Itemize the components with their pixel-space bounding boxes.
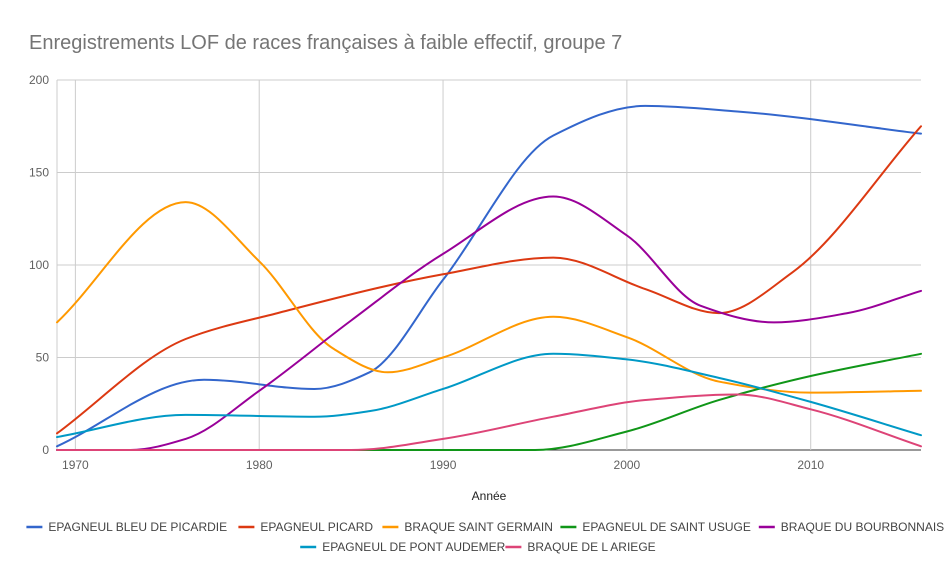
series-line-2: [56, 125, 922, 435]
y-tick-label: 50: [36, 351, 50, 365]
x-tick-label: 1980: [246, 458, 273, 472]
series-line-7: [56, 393, 922, 452]
legend-item: BRAQUE DU BOURBONNAIS: [758, 520, 944, 534]
legend: EPAGNEUL BLEU DE PICARDIE EPAGNEUL PICARD…: [26, 520, 944, 554]
legend-label: EPAGNEUL DE SAINT USUGE: [582, 520, 751, 534]
legend-label: BRAQUE DU BOURBONNAIS: [781, 520, 944, 534]
chart-title: Enregistrements LOF de races françaises …: [29, 32, 622, 54]
legend-label: EPAGNEUL PICARD: [260, 520, 373, 534]
series-line-1: [56, 104, 922, 448]
series-line-5: [56, 195, 922, 452]
legend-label: BRAQUE DE L ARIEGE: [527, 540, 655, 554]
legend-label: EPAGNEUL BLEU DE PICARDIE: [48, 520, 227, 534]
series-line-4: [56, 352, 922, 452]
y-tick-label: 0: [42, 443, 49, 457]
x-axis-title: Année: [472, 489, 507, 503]
legend-item: BRAQUE DE L ARIEGE: [505, 540, 656, 554]
legend-label: BRAQUE SAINT GERMAIN: [404, 520, 552, 534]
series-line-6: [56, 352, 922, 439]
legend-item: EPAGNEUL BLEU DE PICARDIE: [26, 520, 227, 534]
legend-label: EPAGNEUL DE PONT AUDEMER: [322, 540, 505, 554]
x-tick-label: 1990: [430, 458, 457, 472]
x-tick-label: 1970: [62, 458, 89, 472]
series-line-3: [56, 201, 922, 394]
y-tick-label: 150: [29, 166, 49, 180]
series-lines: [56, 104, 922, 452]
x-axis-ticks: 1970 1980 1990 2000 2010: [62, 458, 824, 472]
legend-item: EPAGNEUL DE PONT AUDEMER: [300, 540, 506, 554]
y-tick-label: 100: [29, 258, 49, 272]
x-tick-label: 2010: [797, 458, 824, 472]
legend-item: BRAQUE SAINT GERMAIN: [382, 520, 553, 534]
legend-item: EPAGNEUL PICARD: [238, 520, 373, 534]
y-axis-ticks: 0 50 100 150 200: [29, 73, 49, 457]
x-tick-label: 2000: [614, 458, 641, 472]
legend-item: EPAGNEUL DE SAINT USUGE: [560, 520, 751, 534]
y-tick-label: 200: [29, 73, 49, 87]
